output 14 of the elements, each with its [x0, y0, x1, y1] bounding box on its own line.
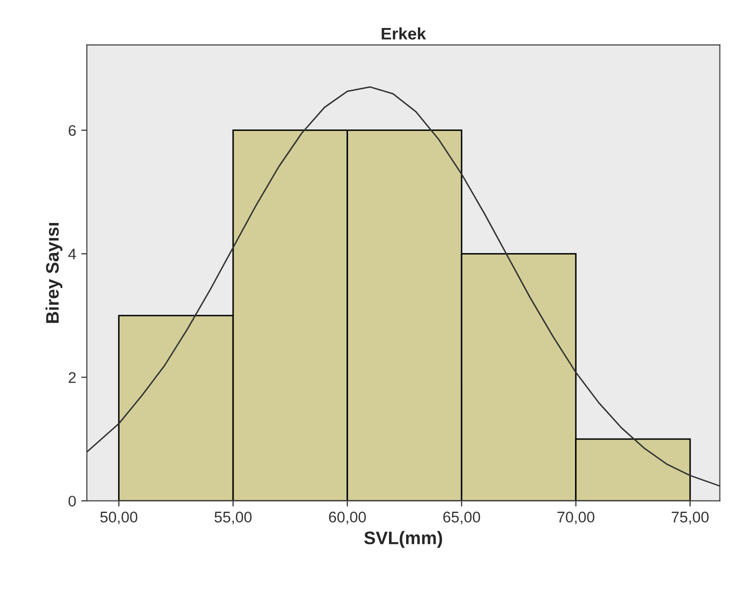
y-tick-label: 2	[68, 372, 76, 383]
x-tick-label: 65,00	[443, 512, 480, 524]
x-tick-label: 55,00	[214, 512, 252, 524]
y-tick-label: 0	[68, 496, 76, 507]
line-series	[86, 86, 720, 487]
y-axis-title: Birey Sayısı	[46, 222, 62, 323]
x-axis-title: SVL(mm)	[364, 531, 442, 548]
x-tick-label: 70,00	[558, 512, 594, 524]
x-tick-label: 50,00	[100, 512, 138, 524]
x-tick-label: 75,00	[672, 512, 709, 524]
y-tick-label: 4	[68, 248, 76, 260]
chart-title: Erkek	[382, 27, 426, 40]
y-tick-label: 6	[68, 125, 76, 136]
x-tick-label: 60,00	[329, 512, 366, 524]
